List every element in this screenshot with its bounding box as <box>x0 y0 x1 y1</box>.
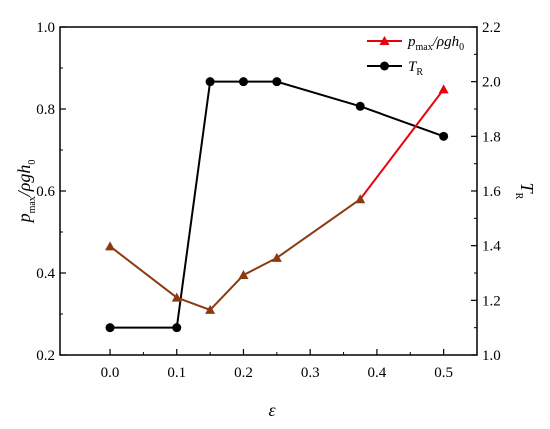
y-right-tick-label: 1.0 <box>482 348 501 364</box>
plot-frame <box>59 26 478 356</box>
series-point-tr <box>205 77 215 87</box>
x-tick-label: 0.5 <box>434 365 453 381</box>
series-point-pmax <box>355 194 366 204</box>
y-right-tick-label: 2.0 <box>482 75 501 91</box>
series-segment-pmax <box>109 245 178 299</box>
series-point-pmax <box>205 304 216 314</box>
legend-marker-tr <box>380 61 389 71</box>
x-tick-label: 0.1 <box>167 365 186 381</box>
svg-text:TR: TR <box>513 183 537 200</box>
series-segment-pmax <box>359 88 445 200</box>
series-segment-pmax <box>176 296 211 311</box>
series-point-tr <box>238 77 248 87</box>
series-point-tr <box>355 101 365 111</box>
x-tick-label: 0.0 <box>101 365 120 381</box>
legend-label-tr: TR <box>408 59 423 78</box>
svg-text:pmax/ρgh0: pmax/ρgh0 <box>14 160 38 225</box>
y-right-tick-label: 1.2 <box>482 293 501 309</box>
series-segment-pmax <box>209 274 245 311</box>
legend-label-pmax: pmax/ρgh0 <box>407 34 464 53</box>
legend: pmax/ρgh0 TR <box>367 34 464 78</box>
y-left-tick-label: 1.0 <box>36 20 55 36</box>
legend-marker-pmax <box>379 36 390 45</box>
series-point-tr <box>172 323 182 333</box>
y-left-tick-label: 0.6 <box>36 184 55 200</box>
right-axis-title: TR <box>513 183 537 200</box>
y-left-tick-label: 0.4 <box>36 266 55 282</box>
series-point-pmax <box>271 252 282 262</box>
x-tick-label: 0.4 <box>368 365 387 381</box>
left-axis-title: pmax/ρgh0 <box>14 160 38 225</box>
series-point-pmax <box>105 241 116 251</box>
series-markers <box>105 77 449 333</box>
y-right-tick-label: 1.4 <box>482 239 501 255</box>
series-point-pmax <box>171 292 182 302</box>
series-lines <box>109 80 445 329</box>
series-point-tr <box>439 131 449 141</box>
y-left-tick-label: 0.8 <box>36 102 55 118</box>
y-right-tick-label: 1.6 <box>482 184 501 200</box>
legend-entry-tr: TR <box>367 59 423 78</box>
x-tick-label: 0.3 <box>301 365 320 381</box>
series-segment-pmax <box>243 256 278 276</box>
series-point-tr <box>272 77 282 87</box>
plot-axes <box>59 26 478 356</box>
y-left-tick-label: 0.2 <box>36 348 55 364</box>
series-segment-pmax <box>276 198 361 259</box>
y-right-tick-label: 2.2 <box>482 20 501 36</box>
series-point-pmax <box>438 84 449 94</box>
x-tick-label: 0.2 <box>234 365 253 381</box>
y-right-tick-label: 1.8 <box>482 129 501 145</box>
series-line-tr <box>110 80 444 329</box>
x-axis-title: ε <box>268 400 276 420</box>
series-point-tr <box>105 323 115 333</box>
series-point-pmax <box>238 270 249 280</box>
legend-entry-pmax: pmax/ρgh0 <box>367 34 464 53</box>
axis-ticks: 0.0 0.1 0.2 0.3 0.4 0.5 0.2 0.4 0.6 0.8 1.0 1.0 1.2 1… <box>36 20 501 381</box>
